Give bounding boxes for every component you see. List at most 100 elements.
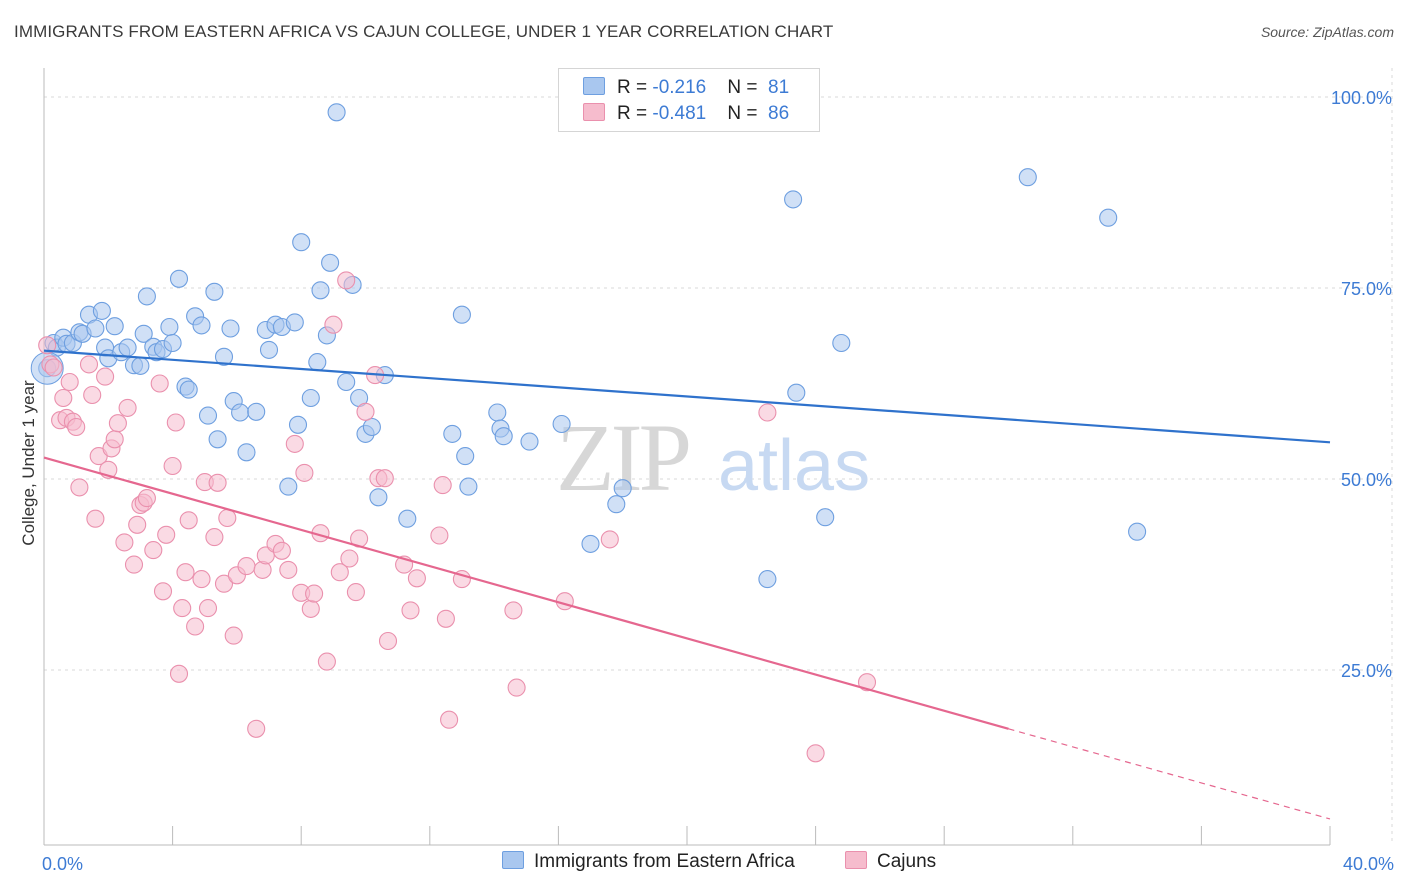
data-point <box>581 534 600 553</box>
data-point <box>198 406 218 425</box>
blue-swatch <box>502 851 524 869</box>
data-point <box>186 617 205 636</box>
r-label: R = <box>617 77 653 98</box>
data-point <box>327 103 346 122</box>
data-point <box>137 287 156 306</box>
y-axis-label: College, Under 1 year <box>19 380 38 546</box>
data-point <box>459 477 478 496</box>
data-point <box>330 563 349 582</box>
data-point <box>292 233 311 252</box>
data-point <box>237 557 256 576</box>
data-point <box>308 353 327 372</box>
data-point <box>857 673 877 692</box>
data-point <box>375 469 394 488</box>
data-point <box>369 488 388 507</box>
r-value: -0.481 <box>652 103 707 124</box>
data-point <box>784 190 803 209</box>
legend-item-cajuns[interactable]: Cajuns <box>845 851 936 873</box>
data-point <box>86 509 105 528</box>
r-value: -0.216 <box>652 77 707 98</box>
data-point <box>433 476 452 495</box>
data-point <box>398 509 417 528</box>
data-point <box>787 383 806 402</box>
n-value: 81 <box>768 77 790 98</box>
data-point <box>401 601 420 620</box>
data-point <box>436 609 455 628</box>
data-point <box>163 456 182 476</box>
stats-row-cajuns: R = -0.481 N = 86 <box>583 103 789 125</box>
data-point <box>179 511 198 530</box>
data-point <box>816 508 835 527</box>
legend-item-immigrants[interactable]: Immigrants from Eastern Africa <box>502 851 795 873</box>
data-point <box>362 417 381 437</box>
trend-line-immigrants <box>43 349 1331 444</box>
data-point <box>118 338 137 357</box>
data-point <box>67 417 86 437</box>
data-point <box>806 744 825 763</box>
data-point <box>1128 522 1147 541</box>
source-credit: Source: ZipAtlas.com <box>1260 24 1394 40</box>
data-point <box>494 427 513 446</box>
data-point <box>208 473 227 492</box>
data-point <box>205 282 224 301</box>
data-point <box>124 555 144 574</box>
data-point <box>279 477 298 496</box>
data-point <box>356 402 375 421</box>
data-point <box>86 319 105 338</box>
watermark-atlas: atlas <box>718 426 870 506</box>
data-point <box>214 574 234 593</box>
data-point <box>340 549 359 568</box>
trend-line-cajuns <box>43 456 1009 730</box>
data-point <box>169 664 189 683</box>
data-point <box>443 424 462 443</box>
data-point <box>208 430 227 449</box>
legend-label: Immigrants from Eastern Africa <box>534 851 795 872</box>
series-cajuns <box>38 271 877 763</box>
data-point <box>407 569 426 588</box>
data-point <box>166 413 185 432</box>
data-point <box>430 526 449 545</box>
data-point <box>1018 168 1037 187</box>
data-point <box>758 403 777 422</box>
r-label: R = <box>617 103 653 124</box>
data-point <box>488 403 507 422</box>
y-tick-label: 100.0% <box>1331 88 1392 108</box>
data-point <box>600 530 619 549</box>
x-tick-label-left: 0.0% <box>42 854 83 874</box>
data-point <box>54 388 73 408</box>
data-point <box>83 385 102 405</box>
data-point <box>552 414 571 434</box>
y-tick-label: 75.0% <box>1341 279 1392 299</box>
data-point <box>832 333 851 353</box>
y-tick-label: 50.0% <box>1341 470 1392 490</box>
data-point <box>192 570 211 589</box>
data-point <box>150 374 169 393</box>
y-tick-label: 25.0% <box>1341 661 1392 681</box>
data-point <box>79 355 99 374</box>
data-point <box>131 356 150 375</box>
y-tick-labels: 25.0% 50.0% 75.0% 100.0% <box>1331 88 1392 681</box>
data-point <box>301 599 320 618</box>
trend-line-cajuns-extrapolated <box>1008 728 1331 820</box>
n-value: 86 <box>768 103 790 124</box>
data-point <box>115 533 134 552</box>
data-point <box>144 541 163 560</box>
watermark: ZIP atlas <box>556 404 870 511</box>
data-point <box>128 515 147 534</box>
data-point <box>321 253 340 272</box>
stats-legend: R = -0.216 N = 81 R = -0.481 N = 86 <box>558 68 820 132</box>
data-point <box>456 447 475 466</box>
data-point <box>346 583 365 602</box>
pink-swatch <box>845 851 867 869</box>
stats-row-immigrants: R = -0.216 N = 81 <box>583 77 789 99</box>
data-point <box>105 317 124 336</box>
axes <box>43 68 1331 846</box>
legend-label: Cajuns <box>877 851 937 872</box>
data-point <box>285 313 304 332</box>
n-label: N = <box>727 103 763 124</box>
data-point <box>272 541 291 560</box>
data-point <box>247 719 266 738</box>
data-point <box>507 678 526 697</box>
data-point <box>137 489 156 508</box>
